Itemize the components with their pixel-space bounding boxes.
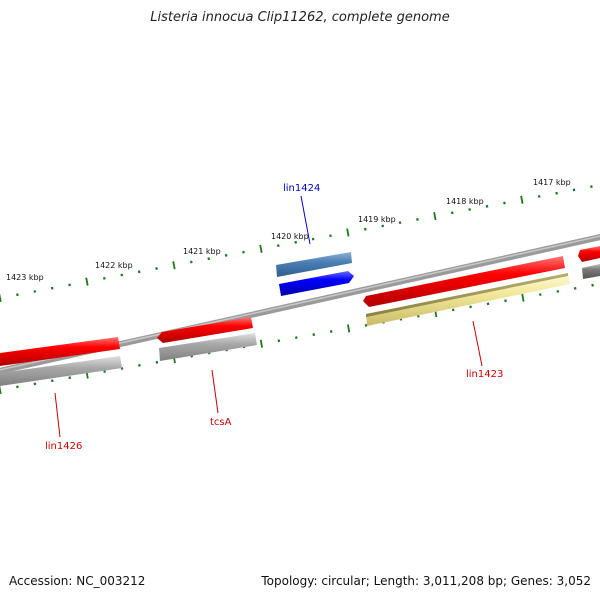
kbp-label-1423: 1423 kbp bbox=[6, 273, 44, 282]
upper-ring-minor-tick bbox=[485, 204, 489, 208]
gene-label-tcsA[interactable]: tcsA bbox=[210, 417, 232, 428]
upper-ring-major-tick bbox=[520, 195, 524, 204]
pointer-lin1426 bbox=[54, 392, 61, 438]
upper-ring-minor-tick bbox=[155, 267, 158, 270]
lower-tick-ring bbox=[0, 283, 594, 395]
cds-lin1423[interactable] bbox=[363, 256, 565, 307]
kbp-label-1421: 1421 kbp bbox=[183, 247, 221, 256]
upper-ring-minor-tick bbox=[120, 273, 124, 277]
grey-feature-tcsA[interactable] bbox=[159, 333, 257, 361]
pointer-lin1424 bbox=[300, 195, 311, 245]
upper-tick-ring bbox=[0, 185, 593, 303]
upper-ring-minor-tick bbox=[503, 201, 506, 205]
cds-lin1426[interactable] bbox=[0, 337, 120, 366]
upper-ring-minor-tick bbox=[398, 221, 402, 225]
upper-ring-major-tick bbox=[0, 293, 2, 303]
upper-ring-minor-tick bbox=[416, 217, 419, 221]
gene-label-lin1424[interactable]: lin1424 bbox=[283, 183, 320, 194]
kbp-label-1422: 1422 kbp bbox=[95, 261, 133, 270]
grey-feature-right-edge[interactable] bbox=[582, 264, 600, 279]
lower-ring-major-tick bbox=[521, 293, 525, 302]
grey-feature-lin1426[interactable] bbox=[0, 356, 122, 386]
accession-text: Accession: NC_003212 bbox=[9, 574, 146, 588]
upper-ring-major-tick bbox=[346, 228, 350, 237]
cds-tcsA[interactable] bbox=[157, 317, 253, 343]
kbp-label-1419: 1419 kbp bbox=[358, 215, 396, 224]
upper-ring-major-tick bbox=[85, 277, 89, 286]
lower-ring-minor-tick bbox=[312, 333, 316, 337]
cds-forward-lin1424[interactable] bbox=[279, 271, 354, 296]
upper-ring-minor-tick bbox=[137, 270, 141, 274]
pointer-lin1423 bbox=[472, 320, 483, 367]
pointer-tcsA bbox=[211, 369, 219, 414]
genome-stats-text: Topology: circular; Length: 3,011,208 bp… bbox=[261, 574, 591, 588]
rna-feature-lin1424[interactable] bbox=[276, 252, 352, 277]
lower-ring-major-tick bbox=[259, 339, 263, 348]
gene-label-lin1426[interactable]: lin1426 bbox=[45, 441, 82, 452]
map-title: Listeria innocua Clip11262, complete gen… bbox=[150, 10, 450, 25]
upper-ring-major-tick bbox=[259, 244, 263, 253]
upper-ring-minor-tick bbox=[450, 211, 454, 215]
lower-ring-major-tick bbox=[347, 324, 351, 333]
lower-ring-minor-tick bbox=[486, 302, 490, 306]
upper-ring-minor-tick bbox=[207, 257, 211, 261]
cds-forward-right-edge[interactable] bbox=[578, 246, 600, 262]
kbp-label-1420: 1420 kbp bbox=[271, 232, 309, 241]
upper-ring-major-tick bbox=[172, 261, 176, 270]
upper-ring-major-tick bbox=[433, 212, 437, 221]
kbp-label-1418: 1418 kbp bbox=[446, 197, 484, 206]
upper-ring-minor-tick bbox=[190, 260, 193, 264]
gene-label-lin1423[interactable]: lin1423 bbox=[466, 369, 503, 380]
lower-ring-major-tick bbox=[0, 385, 2, 395]
upper-ring-minor-tick bbox=[103, 276, 106, 280]
kbp-label-1417: 1417 kbp bbox=[533, 178, 571, 187]
yellow-feature-lin1423[interactable] bbox=[366, 273, 570, 326]
upper-ring-minor-tick bbox=[468, 208, 471, 211]
